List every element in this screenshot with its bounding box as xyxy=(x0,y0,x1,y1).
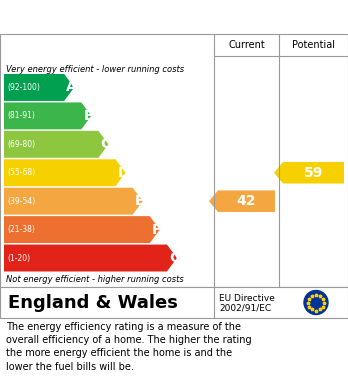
Polygon shape xyxy=(209,190,275,212)
Polygon shape xyxy=(4,102,91,129)
Text: (21-38): (21-38) xyxy=(7,225,35,234)
Text: (69-80): (69-80) xyxy=(7,140,35,149)
Circle shape xyxy=(304,291,328,314)
Text: E: E xyxy=(135,194,144,208)
Text: The energy efficiency rating is a measure of the
overall efficiency of a home. T: The energy efficiency rating is a measur… xyxy=(6,322,252,371)
Text: Energy Efficiency Rating: Energy Efficiency Rating xyxy=(8,9,218,25)
Text: Not energy efficient - higher running costs: Not energy efficient - higher running co… xyxy=(6,275,184,284)
Text: D: D xyxy=(118,166,129,180)
Polygon shape xyxy=(4,159,126,186)
Text: Very energy efficient - lower running costs: Very energy efficient - lower running co… xyxy=(6,65,184,74)
Text: 59: 59 xyxy=(304,166,323,180)
Text: Potential: Potential xyxy=(292,40,335,50)
Polygon shape xyxy=(4,131,109,158)
Text: England & Wales: England & Wales xyxy=(8,294,178,312)
Text: 42: 42 xyxy=(237,194,256,208)
Text: (81-91): (81-91) xyxy=(7,111,35,120)
Text: (55-68): (55-68) xyxy=(7,168,35,177)
Text: B: B xyxy=(83,109,94,123)
Polygon shape xyxy=(4,188,143,215)
Text: (39-54): (39-54) xyxy=(7,197,35,206)
Text: 2002/91/EC: 2002/91/EC xyxy=(219,303,271,312)
Text: (1-20): (1-20) xyxy=(7,253,30,262)
Text: (92-100): (92-100) xyxy=(7,83,40,92)
Text: A: A xyxy=(66,81,77,95)
Polygon shape xyxy=(4,74,74,101)
Text: C: C xyxy=(101,137,111,151)
Polygon shape xyxy=(4,216,160,243)
Polygon shape xyxy=(274,162,344,183)
Text: G: G xyxy=(169,251,180,265)
Text: EU Directive: EU Directive xyxy=(219,294,275,303)
Text: F: F xyxy=(152,222,161,237)
Text: Current: Current xyxy=(228,40,265,50)
Polygon shape xyxy=(4,245,177,271)
